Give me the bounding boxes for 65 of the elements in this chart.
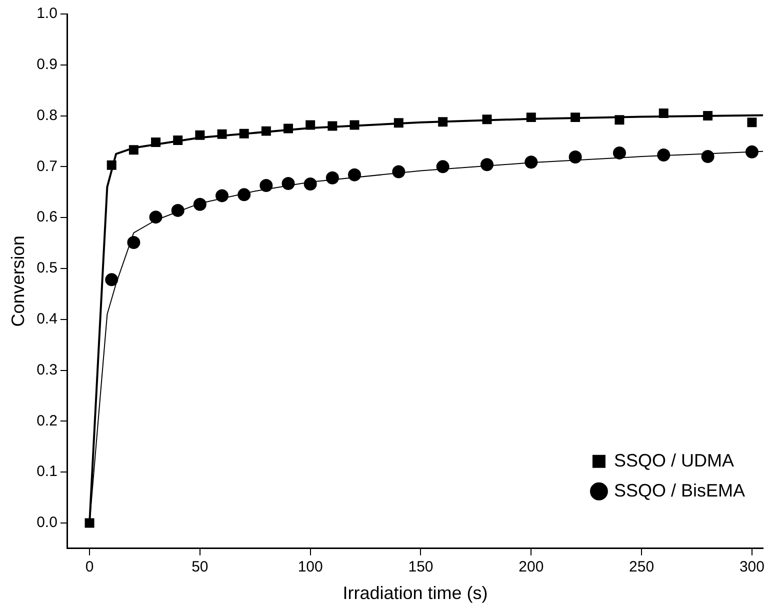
point bbox=[570, 112, 580, 122]
point bbox=[745, 145, 758, 158]
y-tick-label: 0.0 bbox=[36, 514, 58, 532]
point bbox=[524, 156, 538, 169]
point bbox=[703, 111, 713, 121]
y-tick-label: 0.9 bbox=[36, 56, 58, 74]
x-tick-label: 150 bbox=[408, 558, 434, 576]
y-tick-label: 0.3 bbox=[36, 361, 58, 378]
point bbox=[195, 130, 205, 140]
y-tick-label: 0.8 bbox=[36, 106, 58, 124]
y-tick-label: 1.0 bbox=[36, 5, 58, 22]
point bbox=[284, 124, 294, 134]
x-tick-label: 250 bbox=[629, 558, 654, 576]
point bbox=[392, 165, 406, 178]
point bbox=[149, 210, 162, 224]
point bbox=[326, 171, 339, 184]
point bbox=[84, 518, 94, 528]
point bbox=[526, 112, 536, 122]
y-tick-label: 0.7 bbox=[36, 158, 58, 175]
point bbox=[747, 118, 757, 128]
point bbox=[438, 117, 448, 127]
point bbox=[614, 115, 624, 125]
legend-label: SSQO / BisEMA bbox=[614, 480, 746, 500]
y-tick-label: 0.5 bbox=[36, 260, 58, 277]
point bbox=[193, 198, 206, 211]
point bbox=[171, 204, 184, 217]
point bbox=[348, 168, 362, 182]
x-tick-label: 300 bbox=[739, 558, 764, 576]
point bbox=[612, 146, 626, 160]
point bbox=[216, 189, 229, 202]
point bbox=[261, 126, 271, 136]
point bbox=[350, 120, 360, 130]
x-axis-title: Irradiation time (s) bbox=[342, 583, 488, 604]
point bbox=[151, 138, 161, 147]
x-tick-label: 100 bbox=[298, 558, 323, 576]
point bbox=[217, 129, 227, 139]
y-tick-label: 0.2 bbox=[36, 412, 58, 430]
x-tick-label: 0 bbox=[85, 558, 94, 576]
point bbox=[480, 158, 494, 172]
x-tick-label: 50 bbox=[192, 558, 208, 576]
point bbox=[173, 135, 183, 145]
y-tick-label: 0.1 bbox=[36, 463, 58, 480]
x-tick-label: 200 bbox=[518, 558, 544, 576]
point bbox=[105, 273, 118, 286]
point bbox=[128, 145, 138, 155]
legend-label: SSQO / UDMA bbox=[614, 450, 734, 470]
point bbox=[482, 114, 492, 124]
point bbox=[394, 118, 404, 128]
y-axis-title: Conversion bbox=[8, 236, 28, 327]
point bbox=[106, 160, 116, 170]
point bbox=[260, 179, 273, 192]
point bbox=[238, 188, 251, 202]
point bbox=[328, 121, 338, 131]
point bbox=[701, 150, 714, 164]
point bbox=[239, 128, 249, 138]
point bbox=[282, 176, 295, 190]
point bbox=[658, 108, 668, 118]
point bbox=[436, 160, 450, 174]
y-tick-label: 0.6 bbox=[36, 208, 58, 226]
point bbox=[568, 150, 582, 164]
point bbox=[306, 120, 316, 130]
point bbox=[657, 148, 670, 162]
point bbox=[127, 236, 140, 250]
y-tick-label: 0.4 bbox=[36, 310, 58, 328]
point bbox=[304, 177, 317, 190]
